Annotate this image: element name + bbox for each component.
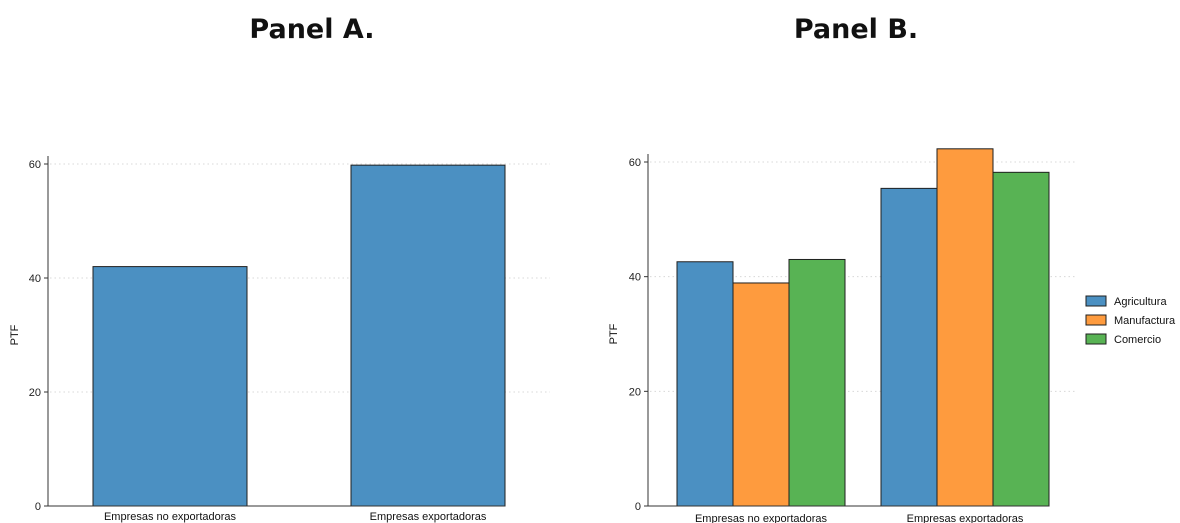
legend-label-manufactura: Manufactura [1114, 315, 1176, 327]
y-tick-label-0-0: 0 [35, 501, 41, 513]
legend-swatch-manufactura [1085, 314, 1107, 326]
legend-label-comercio: Comercio [1114, 334, 1161, 346]
x-category-label-0-0: Empresas no exportadoras [104, 511, 237, 523]
bar-1-agricultura-1 [880, 187, 938, 507]
bar-1-comercio-0 [788, 258, 846, 507]
y-tick-label-0-2: 40 [29, 273, 41, 285]
bar-0-ptf-0 [92, 266, 248, 507]
y-axis-label-0: PTF [9, 324, 21, 345]
y-tick-label-1-2: 40 [629, 272, 641, 284]
panel-b-title: Panel B. [793, 14, 919, 45]
x-category-label-1-1: Empresas exportadoras [907, 513, 1024, 523]
x-category-label-1-0: Empresas no exportadoras [695, 513, 828, 523]
x-category-label-0-1: Empresas exportadoras [370, 511, 487, 523]
y-tick-label-0-3: 60 [29, 159, 41, 171]
bar-1-agricultura-0 [676, 261, 734, 507]
legend-swatch-comercio [1085, 333, 1107, 345]
bar-1-manufactura-0 [732, 282, 790, 507]
panel-a-title: Panel A. [249, 14, 375, 45]
y-tick-label-1-0: 0 [635, 501, 641, 513]
legend-swatch-agricultura [1085, 295, 1107, 307]
y-axis-label-1: PTF [608, 323, 620, 344]
bar-0-ptf-1 [350, 164, 506, 507]
bar-1-comercio-1 [992, 171, 1050, 507]
y-tick-label-1-1: 20 [629, 386, 641, 398]
bar-1-manufactura-1 [936, 148, 994, 507]
y-tick-label-1-3: 60 [629, 157, 641, 169]
y-tick-label-0-1: 20 [29, 387, 41, 399]
legend-label-agricultura: Agricultura [1114, 296, 1167, 308]
